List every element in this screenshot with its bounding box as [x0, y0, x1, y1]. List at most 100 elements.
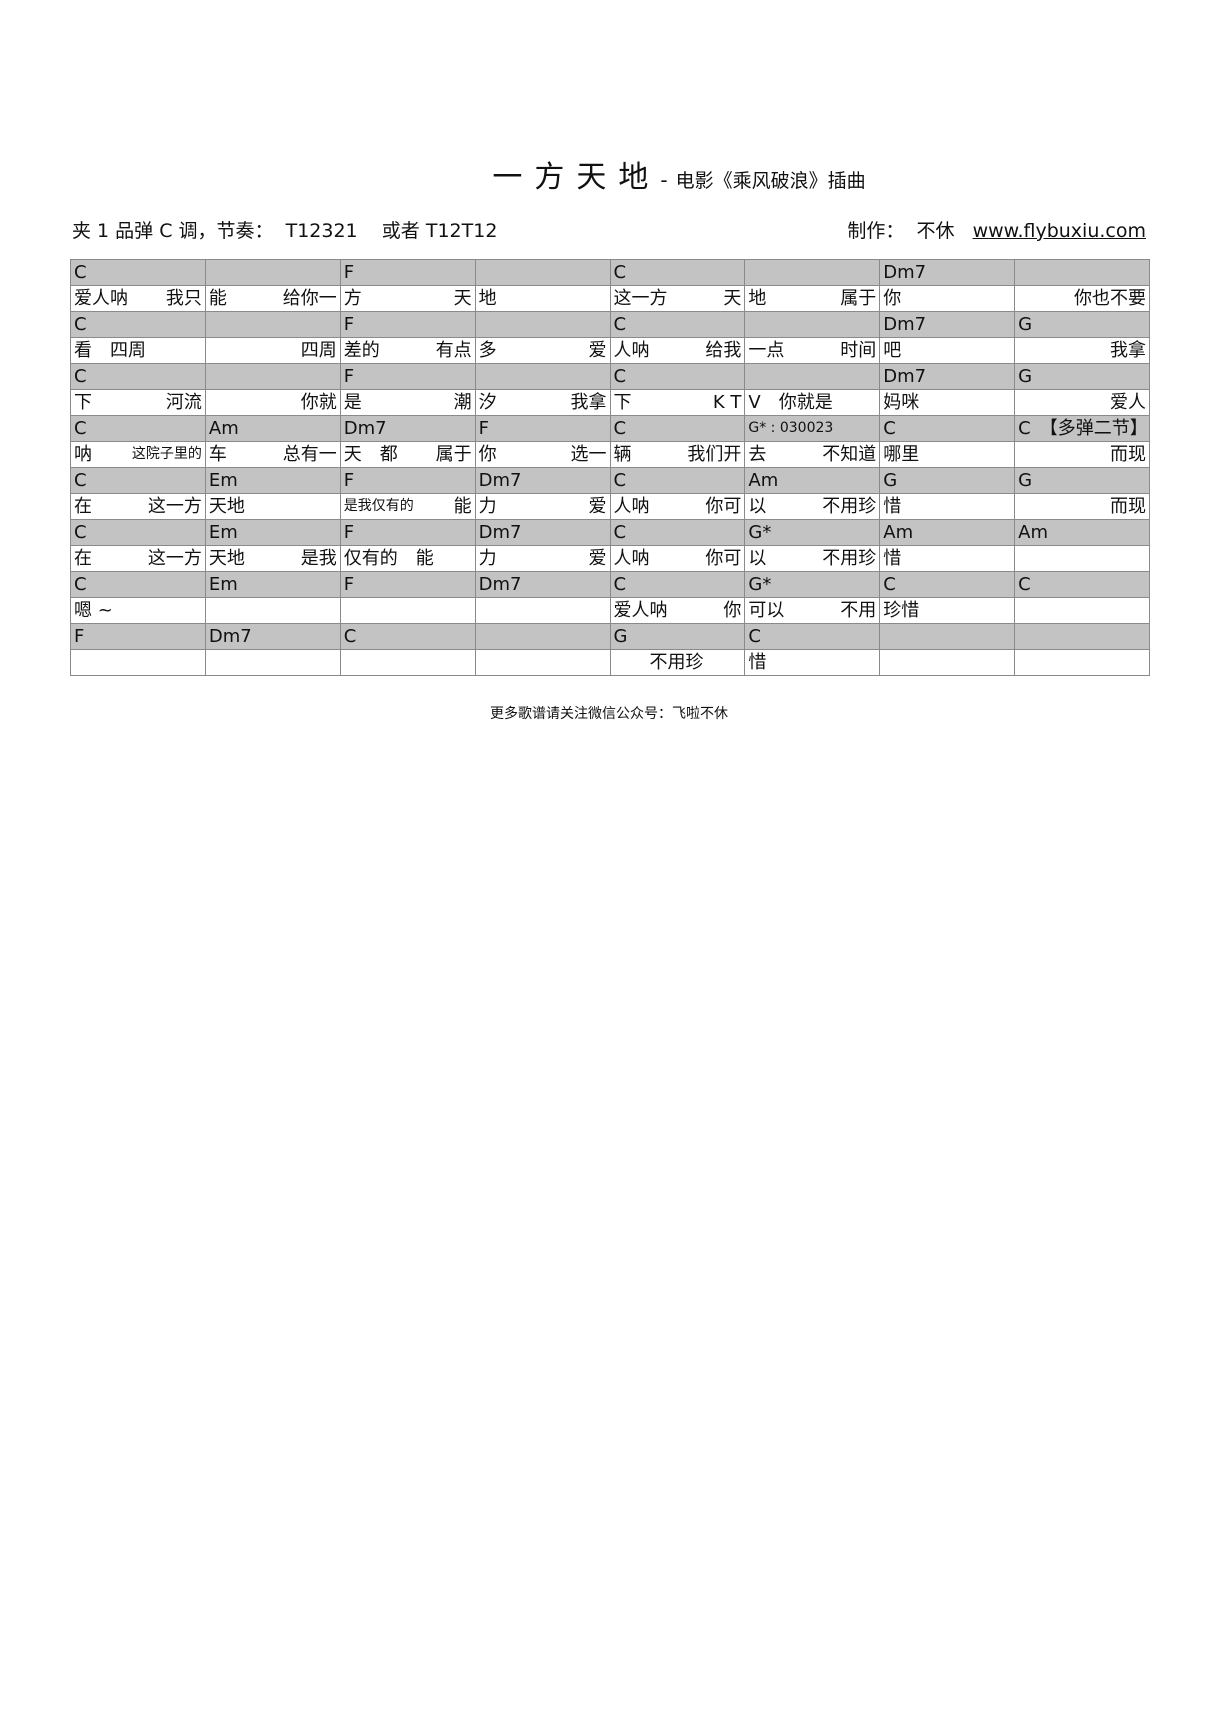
- lyric-cell: 不用珍: [609, 649, 746, 676]
- cell-text-left: 这一方: [613, 288, 668, 309]
- cell-text-left: C: [74, 418, 87, 439]
- lyric-cell: 车 总有一: [204, 441, 341, 468]
- footer-note: 更多歌谱请关注微信公众号：飞啦不休: [490, 706, 728, 722]
- chord-cell: G* : 030023: [744, 415, 881, 442]
- chord-cell: [744, 363, 881, 390]
- cell-text-left: Dm7: [883, 314, 927, 335]
- lyric-cell: 嗯 ~: [70, 597, 206, 624]
- lyric-row: 不用珍 惜: [70, 649, 1150, 676]
- chord-cell: F: [339, 311, 476, 338]
- lyric-cell: 能 给你一: [204, 285, 341, 312]
- chord-cell: [474, 623, 611, 650]
- cell-text-left: 惜: [883, 548, 902, 569]
- cell-text-left: F: [343, 262, 355, 283]
- cell-text-right: 你也不要: [1074, 288, 1146, 309]
- cell-text-right: 我只: [165, 288, 202, 309]
- lyric-cell: 而现: [1014, 493, 1150, 520]
- credit: 制作： 不休 www.flybuxiu.com: [847, 216, 1146, 243]
- cell-text-left: 力: [478, 496, 497, 517]
- chord-cell: Dm7: [204, 623, 341, 650]
- chord-cell: [474, 311, 611, 338]
- lyric-cell: 方天: [339, 285, 476, 312]
- cell-text-left: G*: [748, 574, 772, 595]
- lyric-cell: 多爱: [474, 337, 611, 364]
- cell-text-left: Dm7: [883, 366, 927, 387]
- lyric-row: 嗯 ~ 爱人呐 你可以 不用 珍惜: [70, 597, 1150, 624]
- cell-text-left: C: [613, 314, 627, 335]
- lyric-cell: [1014, 545, 1150, 572]
- chord-cell: Em: [204, 571, 341, 598]
- chord-row: C Em F Dm7 C Am G G: [70, 467, 1150, 494]
- cell-text-right: 给你一: [282, 288, 337, 309]
- lyric-cell: 是我仅有的 能: [339, 493, 476, 520]
- cell-text-right: 时间: [840, 340, 877, 361]
- cell-text-left: G: [613, 626, 628, 647]
- cell-text-left: Am: [208, 418, 239, 439]
- cell-text-left: F: [74, 626, 85, 647]
- chord-cell: C: [70, 363, 206, 390]
- cell-text-left: 天地: [208, 548, 245, 569]
- chord-cell: C: [744, 623, 881, 650]
- lyric-cell: 天地: [204, 493, 341, 520]
- lyric-cell: 吧: [879, 337, 1016, 364]
- lyric-cell: 爱人呐 你: [609, 597, 746, 624]
- lyric-cell: [474, 649, 611, 676]
- chord-cell: C: [609, 519, 746, 546]
- cell-text-right: 不用珍: [822, 548, 877, 569]
- chord-cell: Am: [744, 467, 881, 494]
- chord-cell: C: [609, 259, 746, 286]
- cell-text-left: V 你就是: [748, 392, 833, 413]
- chord-cell: Dm7: [879, 259, 1016, 286]
- cell-text-left: 车: [208, 444, 227, 465]
- chord-cell: [474, 363, 611, 390]
- cell-text-left: 天地: [208, 496, 245, 517]
- website-link[interactable]: www.flybuxiu.com: [972, 220, 1146, 242]
- cell-text-left: 爱人呐: [74, 288, 128, 309]
- cell-text-right: 属于: [435, 444, 472, 465]
- cell-text-right: 你: [723, 600, 742, 621]
- chord-cell: [1014, 623, 1150, 650]
- cell-text-right: 爱: [588, 340, 607, 361]
- lyric-cell: 惜: [879, 493, 1016, 520]
- chord-cell: G: [609, 623, 746, 650]
- lyric-cell: [339, 649, 476, 676]
- lyric-cell: 惜: [879, 545, 1016, 572]
- chord-cell: G*: [744, 571, 881, 598]
- lyric-row: 看 四周 四周 差的 有点多爱人呐 给我 一点 时间吧我拿: [70, 337, 1150, 364]
- cell-text-right: 不用: [840, 600, 877, 621]
- cell-text-left: C: [613, 574, 627, 595]
- chord-cell: C: [70, 467, 206, 494]
- chord-cell: [879, 623, 1016, 650]
- lyric-cell: 地 属于: [744, 285, 881, 312]
- chord-cell: F: [339, 571, 476, 598]
- lyric-row: 在这一方 天地 是我 仅有的 能力爱人呐 你可以不用珍惜: [70, 545, 1150, 572]
- chord-cell: Am: [1014, 519, 1150, 546]
- cell-text-right: 总有一: [282, 444, 337, 465]
- lyric-cell: 力爱: [474, 545, 611, 572]
- cell-text-left: 地: [478, 288, 497, 309]
- cell-text-left: G: [1018, 470, 1033, 491]
- cell-text-left: 多: [478, 340, 497, 361]
- cell-text-left: G: [1018, 314, 1033, 335]
- lyric-cell: 地: [474, 285, 611, 312]
- lyric-cell: 下 河流: [70, 389, 206, 416]
- cell-text-left: F: [478, 418, 489, 439]
- lyric-cell: 是潮: [339, 389, 476, 416]
- cell-text-left: C: [748, 626, 761, 647]
- chord-cell: Em: [204, 519, 341, 546]
- lyric-cell: [1014, 649, 1150, 676]
- cell-text-left: 能: [208, 288, 227, 309]
- cell-text-left: F: [343, 314, 355, 335]
- lyric-cell: 天 都 属于: [339, 441, 476, 468]
- cell-text-left: C: [74, 470, 87, 491]
- cell-text-left: C: [613, 522, 627, 543]
- lyric-cell: 在 这一方: [70, 493, 206, 520]
- cell-text-left: C: [883, 418, 896, 439]
- cell-text-right: 这一方: [147, 496, 202, 517]
- cell-text-right: 我拿: [570, 392, 607, 413]
- chord-row: F Dm7 C G C: [70, 623, 1150, 650]
- lyric-cell: 妈咪: [879, 389, 1016, 416]
- lyric-cell: 我拿: [1014, 337, 1150, 364]
- lyric-cell: 你: [879, 285, 1016, 312]
- chord-cell: C: [609, 311, 746, 338]
